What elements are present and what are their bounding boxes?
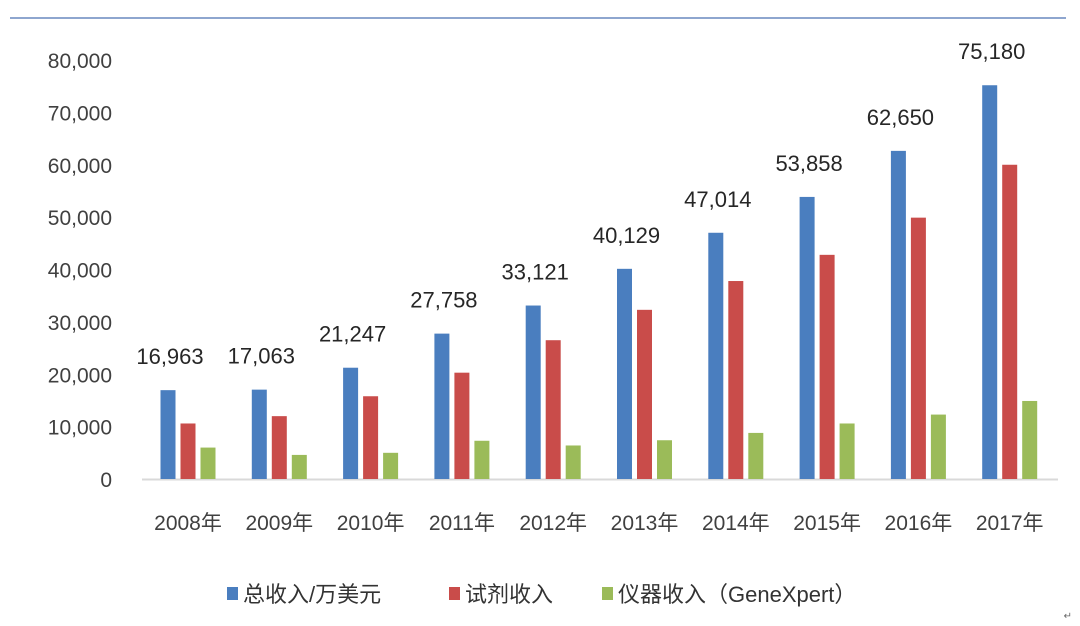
bar-3-2017年	[1022, 400, 1038, 479]
data-label: 16,963	[136, 344, 203, 369]
legend-label-3: 仪器收入（GeneXpert）	[618, 582, 856, 607]
bar-3-2010年	[383, 452, 399, 479]
y-tick-label: 50,000	[48, 207, 112, 230]
data-label: 47,014	[684, 187, 751, 212]
bar-1-2015年	[799, 196, 815, 479]
bar-3-2009年	[291, 454, 307, 479]
x-tick-label: 2014年	[702, 512, 770, 535]
data-label: 21,247	[319, 322, 386, 347]
bar-3-2015年	[839, 423, 855, 479]
data-label: 40,129	[593, 223, 660, 248]
bar-1-2013年	[617, 268, 632, 479]
bar-1-2017年	[982, 85, 998, 479]
bar-3-2016年	[930, 414, 946, 479]
bar-2-2011年	[454, 372, 470, 479]
y-tick-label: 20,000	[48, 364, 112, 387]
x-tick-label: 2010年	[337, 512, 405, 535]
bar-3-2013年	[657, 440, 672, 479]
x-tick-label: 2012年	[519, 512, 587, 535]
paragraph-mark: ↵	[1063, 611, 1072, 622]
x-tick-label: 2017年	[976, 512, 1044, 535]
bar-3-2011年	[474, 440, 490, 479]
data-label: 33,121	[502, 260, 569, 285]
bar-1-2016年	[890, 150, 906, 480]
bar-1-2008年	[160, 390, 176, 479]
bar-2-2012年	[545, 340, 561, 479]
data-label: 53,858	[775, 151, 842, 176]
x-tick-label: 2008年	[154, 512, 222, 535]
x-tick-label: 2009年	[245, 512, 313, 535]
legend-label-2: 试剂收入	[465, 582, 553, 607]
bar-2-2013年	[637, 309, 652, 479]
bar-2-2008年	[180, 423, 196, 479]
y-tick-label: 10,000	[48, 417, 112, 440]
bar-1-2012年	[525, 305, 541, 479]
bar-2-2016年	[910, 217, 926, 479]
bar-2-2014年	[728, 281, 744, 479]
bar-1-2010年	[343, 367, 359, 479]
y-tick-label: 0	[100, 469, 112, 492]
bar-3-2012年	[565, 445, 581, 479]
bar-1-2011年	[434, 333, 450, 479]
legend-label-1: 总收入/万美元	[243, 582, 381, 607]
legend-swatch-2	[449, 587, 460, 600]
data-label: 27,758	[410, 288, 477, 313]
y-tick-label: 70,000	[48, 102, 112, 125]
y-tick-label: 80,000	[48, 50, 112, 73]
legend-swatch-1	[227, 587, 238, 600]
data-label: 75,180	[958, 39, 1025, 64]
bar-1-2014年	[708, 232, 724, 479]
bar-2-2015年	[819, 254, 835, 479]
x-tick-label: 2013年	[611, 512, 679, 535]
y-tick-label: 60,000	[48, 155, 112, 178]
bar-3-2014年	[748, 432, 764, 479]
y-tick-label: 30,000	[48, 312, 112, 335]
x-tick-label: 2015年	[793, 512, 861, 535]
legend-swatch-3	[602, 587, 613, 600]
bar-2-2017年	[1002, 164, 1018, 479]
y-tick-label: 40,000	[48, 260, 112, 283]
bar-3-2008年	[200, 447, 216, 479]
bar-1-2009年	[251, 389, 267, 479]
data-label: 62,650	[867, 105, 934, 130]
x-tick-label: 2016年	[885, 512, 953, 535]
bar-2-2009年	[271, 416, 287, 479]
bar-2-2010年	[363, 396, 379, 479]
x-tick-label: 2011年	[429, 512, 495, 535]
data-label: 17,063	[228, 344, 295, 369]
